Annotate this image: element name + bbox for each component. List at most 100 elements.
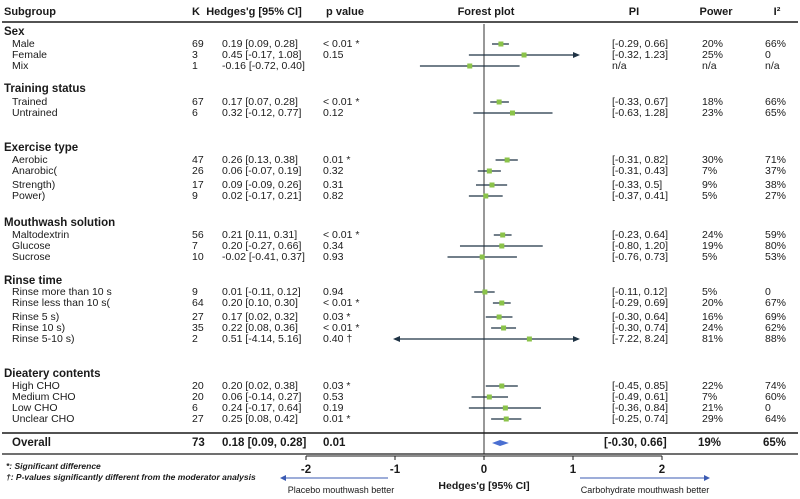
- overall-label: Overall: [12, 437, 51, 449]
- row-i2: 71%: [765, 154, 787, 166]
- row-label: High CHO: [12, 380, 60, 392]
- column-header-k: K: [192, 6, 200, 18]
- row-k: 9: [192, 190, 198, 202]
- point-estimate-marker: [500, 232, 506, 238]
- row-power: 22%: [702, 380, 724, 392]
- row-power: 30%: [702, 154, 724, 166]
- row-effect: 0.45 [-0.17, 1.08]: [222, 49, 302, 61]
- row-k: 9: [192, 286, 198, 298]
- point-estimate-marker: [502, 405, 508, 411]
- row-p-value: 0.01 *: [323, 154, 351, 166]
- row-p-value: < 0.01 *: [323, 38, 360, 50]
- row-power: 29%: [702, 413, 724, 425]
- row-label: Sucrose: [12, 251, 51, 263]
- row-i2: 88%: [765, 333, 787, 345]
- overall-i2: 65%: [763, 437, 787, 449]
- overall-power: 19%: [698, 437, 722, 449]
- row-label: Aerobic: [12, 154, 48, 166]
- point-estimate-marker: [499, 300, 505, 306]
- column-header-pi: PI: [628, 6, 640, 18]
- row-power: 5%: [702, 190, 718, 202]
- point-estimate-marker: [486, 394, 492, 400]
- row-p-value: 0.03 *: [323, 380, 351, 392]
- row-pi: [-0.76, 0.73]: [612, 251, 669, 263]
- row-pi: [-0.29, 0.66]: [612, 38, 669, 50]
- row-pi: [-0.49, 0.61]: [612, 391, 669, 403]
- row-label: Unclear CHO: [12, 413, 75, 425]
- row-pi: [-0.23, 0.64]: [612, 229, 669, 241]
- row-k: 20: [192, 380, 204, 392]
- row-k: 56: [192, 229, 204, 241]
- row-power: 24%: [702, 229, 724, 241]
- row-power: 25%: [702, 49, 724, 61]
- row-effect: 0.20 [-0.27, 0.66]: [222, 240, 302, 252]
- row-p-value: < 0.01 *: [323, 297, 360, 309]
- row-power: 24%: [702, 322, 724, 334]
- row-effect: 0.19 [0.09, 0.28]: [222, 38, 298, 50]
- row-k: 7: [192, 240, 198, 252]
- row-label: Low CHO: [12, 402, 58, 414]
- row-i2: 0: [765, 286, 771, 298]
- row-i2: 0: [765, 49, 771, 61]
- row-pi: [-0.45, 0.85]: [612, 380, 669, 392]
- x-axis-tick-label: -2: [300, 464, 312, 476]
- row-pi: [-0.80, 1.20]: [612, 240, 669, 252]
- section-title: Exercise type: [4, 142, 79, 154]
- row-pi: [-0.37, 0.41]: [612, 190, 669, 202]
- point-estimate-marker: [501, 325, 507, 331]
- row-effect: 0.20 [0.02, 0.38]: [222, 380, 298, 392]
- column-header-i2: I²: [773, 6, 781, 18]
- x-axis-tick-label: 2: [658, 464, 666, 476]
- x-axis-tick-label: 1: [569, 464, 577, 476]
- column-header-effect: Hedges'g [95% CI]: [206, 6, 302, 18]
- row-p-value: 0.93: [323, 251, 344, 263]
- row-i2: 59%: [765, 229, 787, 241]
- row-label: Mix: [12, 60, 29, 72]
- row-effect: 0.17 [0.02, 0.32]: [222, 311, 298, 323]
- row-i2: 38%: [765, 179, 787, 191]
- row-i2: 67%: [765, 297, 787, 309]
- row-k: 1: [192, 60, 198, 72]
- right-direction-label: Carbohydrate mouthwash better: [580, 485, 710, 495]
- ci-arrow-right: [573, 336, 580, 342]
- row-label: Male: [12, 38, 35, 50]
- x-axis-tick-label: 0: [480, 464, 488, 476]
- row-p-value: < 0.01 *: [323, 229, 360, 241]
- row-k: 6: [192, 402, 198, 414]
- point-estimate-marker: [496, 99, 502, 105]
- row-effect: 0.32 [-0.12, 0.77]: [222, 107, 302, 119]
- row-label: Untrained: [12, 107, 58, 119]
- row-i2: 65%: [765, 107, 787, 119]
- row-effect: -0.16 [-0.72, 0.40]: [222, 60, 305, 72]
- row-k: 35: [192, 322, 204, 334]
- row-power: n/a: [702, 60, 717, 72]
- row-i2: 60%: [765, 391, 787, 403]
- row-power: 23%: [702, 107, 724, 119]
- point-estimate-marker: [509, 110, 515, 116]
- row-p-value: 0.01 *: [323, 413, 351, 425]
- right-direction-arrowhead: [704, 475, 710, 481]
- point-estimate-marker: [486, 168, 492, 174]
- point-estimate-marker: [483, 193, 489, 199]
- row-power: 21%: [702, 402, 724, 414]
- row-effect: 0.20 [0.10, 0.30]: [222, 297, 298, 309]
- row-p-value: 0.94: [323, 286, 344, 298]
- row-p-value: < 0.01 *: [323, 322, 360, 334]
- point-estimate-marker: [479, 254, 485, 260]
- x-axis-label: Hedges'g [95% CI]: [438, 480, 530, 492]
- row-pi: [-0.11, 0.12]: [612, 286, 668, 298]
- row-power: 5%: [702, 251, 718, 263]
- row-pi: [-0.36, 0.84]: [612, 402, 669, 414]
- row-k: 20: [192, 391, 204, 403]
- left-direction-arrowhead: [280, 475, 286, 481]
- overall-pi: [-0.30, 0.66]: [604, 437, 667, 449]
- row-power: 18%: [702, 96, 724, 108]
- row-k: 27: [192, 311, 204, 323]
- row-p-value: 0.32: [323, 165, 344, 177]
- row-pi: [-0.33, 0.67]: [612, 96, 669, 108]
- column-header-subgroup: Subgroup: [4, 6, 56, 18]
- point-estimate-marker: [526, 336, 532, 342]
- row-effect: 0.09 [-0.09, 0.26]: [222, 179, 302, 191]
- column-header-power: Power: [699, 6, 733, 18]
- row-label: Anarobic(: [12, 165, 57, 177]
